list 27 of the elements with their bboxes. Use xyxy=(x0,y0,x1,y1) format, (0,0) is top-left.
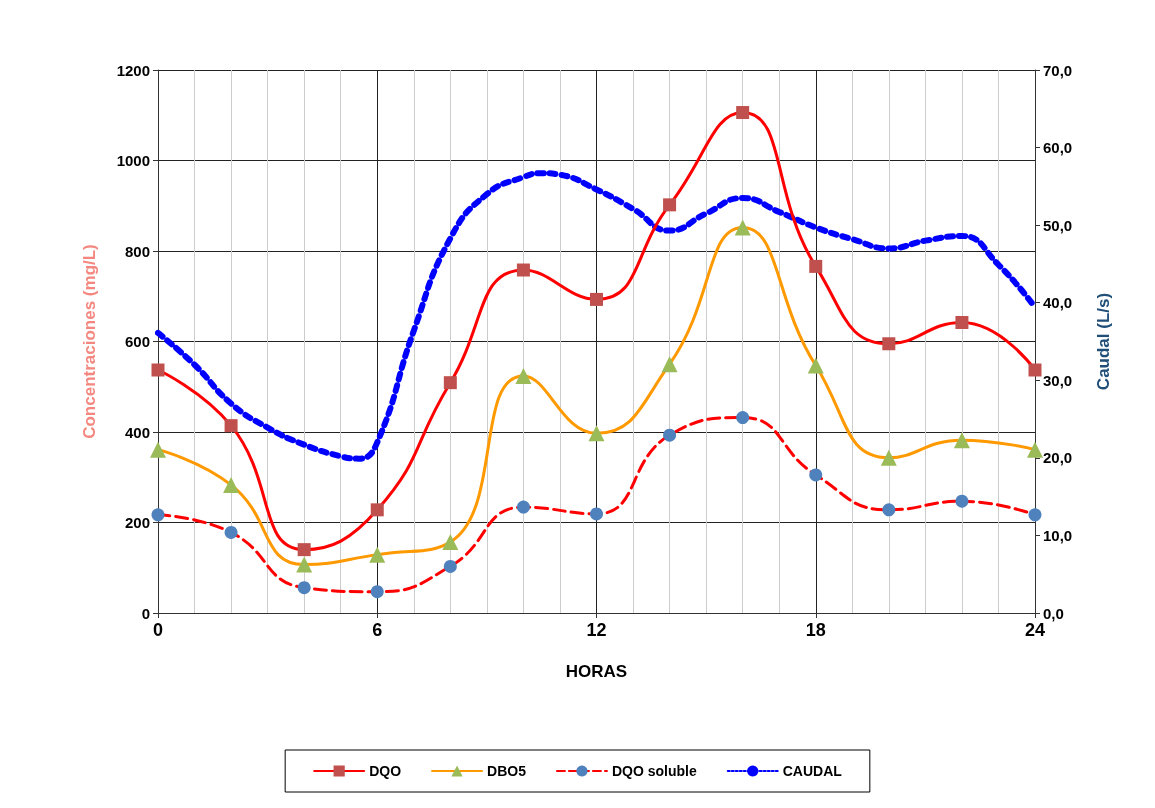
y-tick-label: 1000 xyxy=(116,152,150,169)
y2-tick-label: 30,0 xyxy=(1043,371,1073,389)
y-tick-label: 800 xyxy=(124,242,150,260)
legend-label: DQO soluble xyxy=(611,763,697,779)
y2-tick-label: 50,0 xyxy=(1043,216,1073,234)
legend-label: DBO5 xyxy=(487,763,527,779)
y2-tick-label: 70,0 xyxy=(1043,61,1073,79)
legend-label: DQO xyxy=(369,763,402,779)
y2-tick-label: 20,0 xyxy=(1043,449,1073,467)
y-tick-label: 1200 xyxy=(116,61,150,79)
x-tick-label: 6 xyxy=(372,620,383,640)
legend-label: CAUDAL xyxy=(782,763,843,779)
x-tick-label: 24 xyxy=(1024,620,1046,640)
y-axis-title: Concentraciones (mg/L) xyxy=(80,244,99,439)
x-tick-label: 18 xyxy=(805,620,826,640)
y2-axis-title: Caudal (L/s) xyxy=(1094,292,1113,391)
y2-tick-label: 10,0 xyxy=(1043,526,1073,544)
x-axis-title: HORAS xyxy=(565,662,628,681)
x-tick-label: 12 xyxy=(586,620,607,640)
y2-tick-label: 60,0 xyxy=(1043,139,1073,157)
y-tick-label: 400 xyxy=(124,423,150,441)
y2-tick-label: 40,0 xyxy=(1043,294,1073,312)
y-tick-label: 200 xyxy=(124,514,150,531)
y-tick-label: 0 xyxy=(141,604,150,622)
y-tick-label: 600 xyxy=(124,333,150,350)
y2-tick-label: 0,0 xyxy=(1043,604,1064,622)
x-tick-label: 0 xyxy=(152,620,164,640)
